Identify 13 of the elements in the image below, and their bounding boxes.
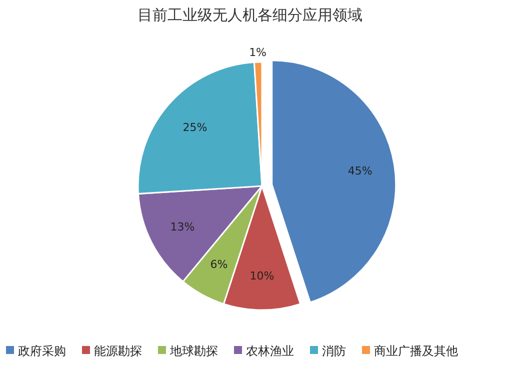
legend-label: 能源勘探 (94, 344, 142, 358)
legend-label: 商业广播及其他 (374, 344, 458, 358)
legend-label: 地球勘探 (169, 344, 218, 358)
legend-label: 政府采购 (18, 344, 66, 358)
legend-label: 农林渔业 (246, 344, 294, 358)
data-label: 45% (348, 164, 372, 178)
chart-title: 目前工业级无人机各细分应用领域 (138, 6, 362, 24)
legend-label: 消防 (322, 344, 346, 358)
data-label: 6% (210, 258, 228, 272)
data-label: 13% (170, 220, 195, 234)
data-label: 1% (249, 46, 267, 60)
data-label: 25% (182, 120, 208, 134)
data-label: 10% (250, 269, 274, 282)
